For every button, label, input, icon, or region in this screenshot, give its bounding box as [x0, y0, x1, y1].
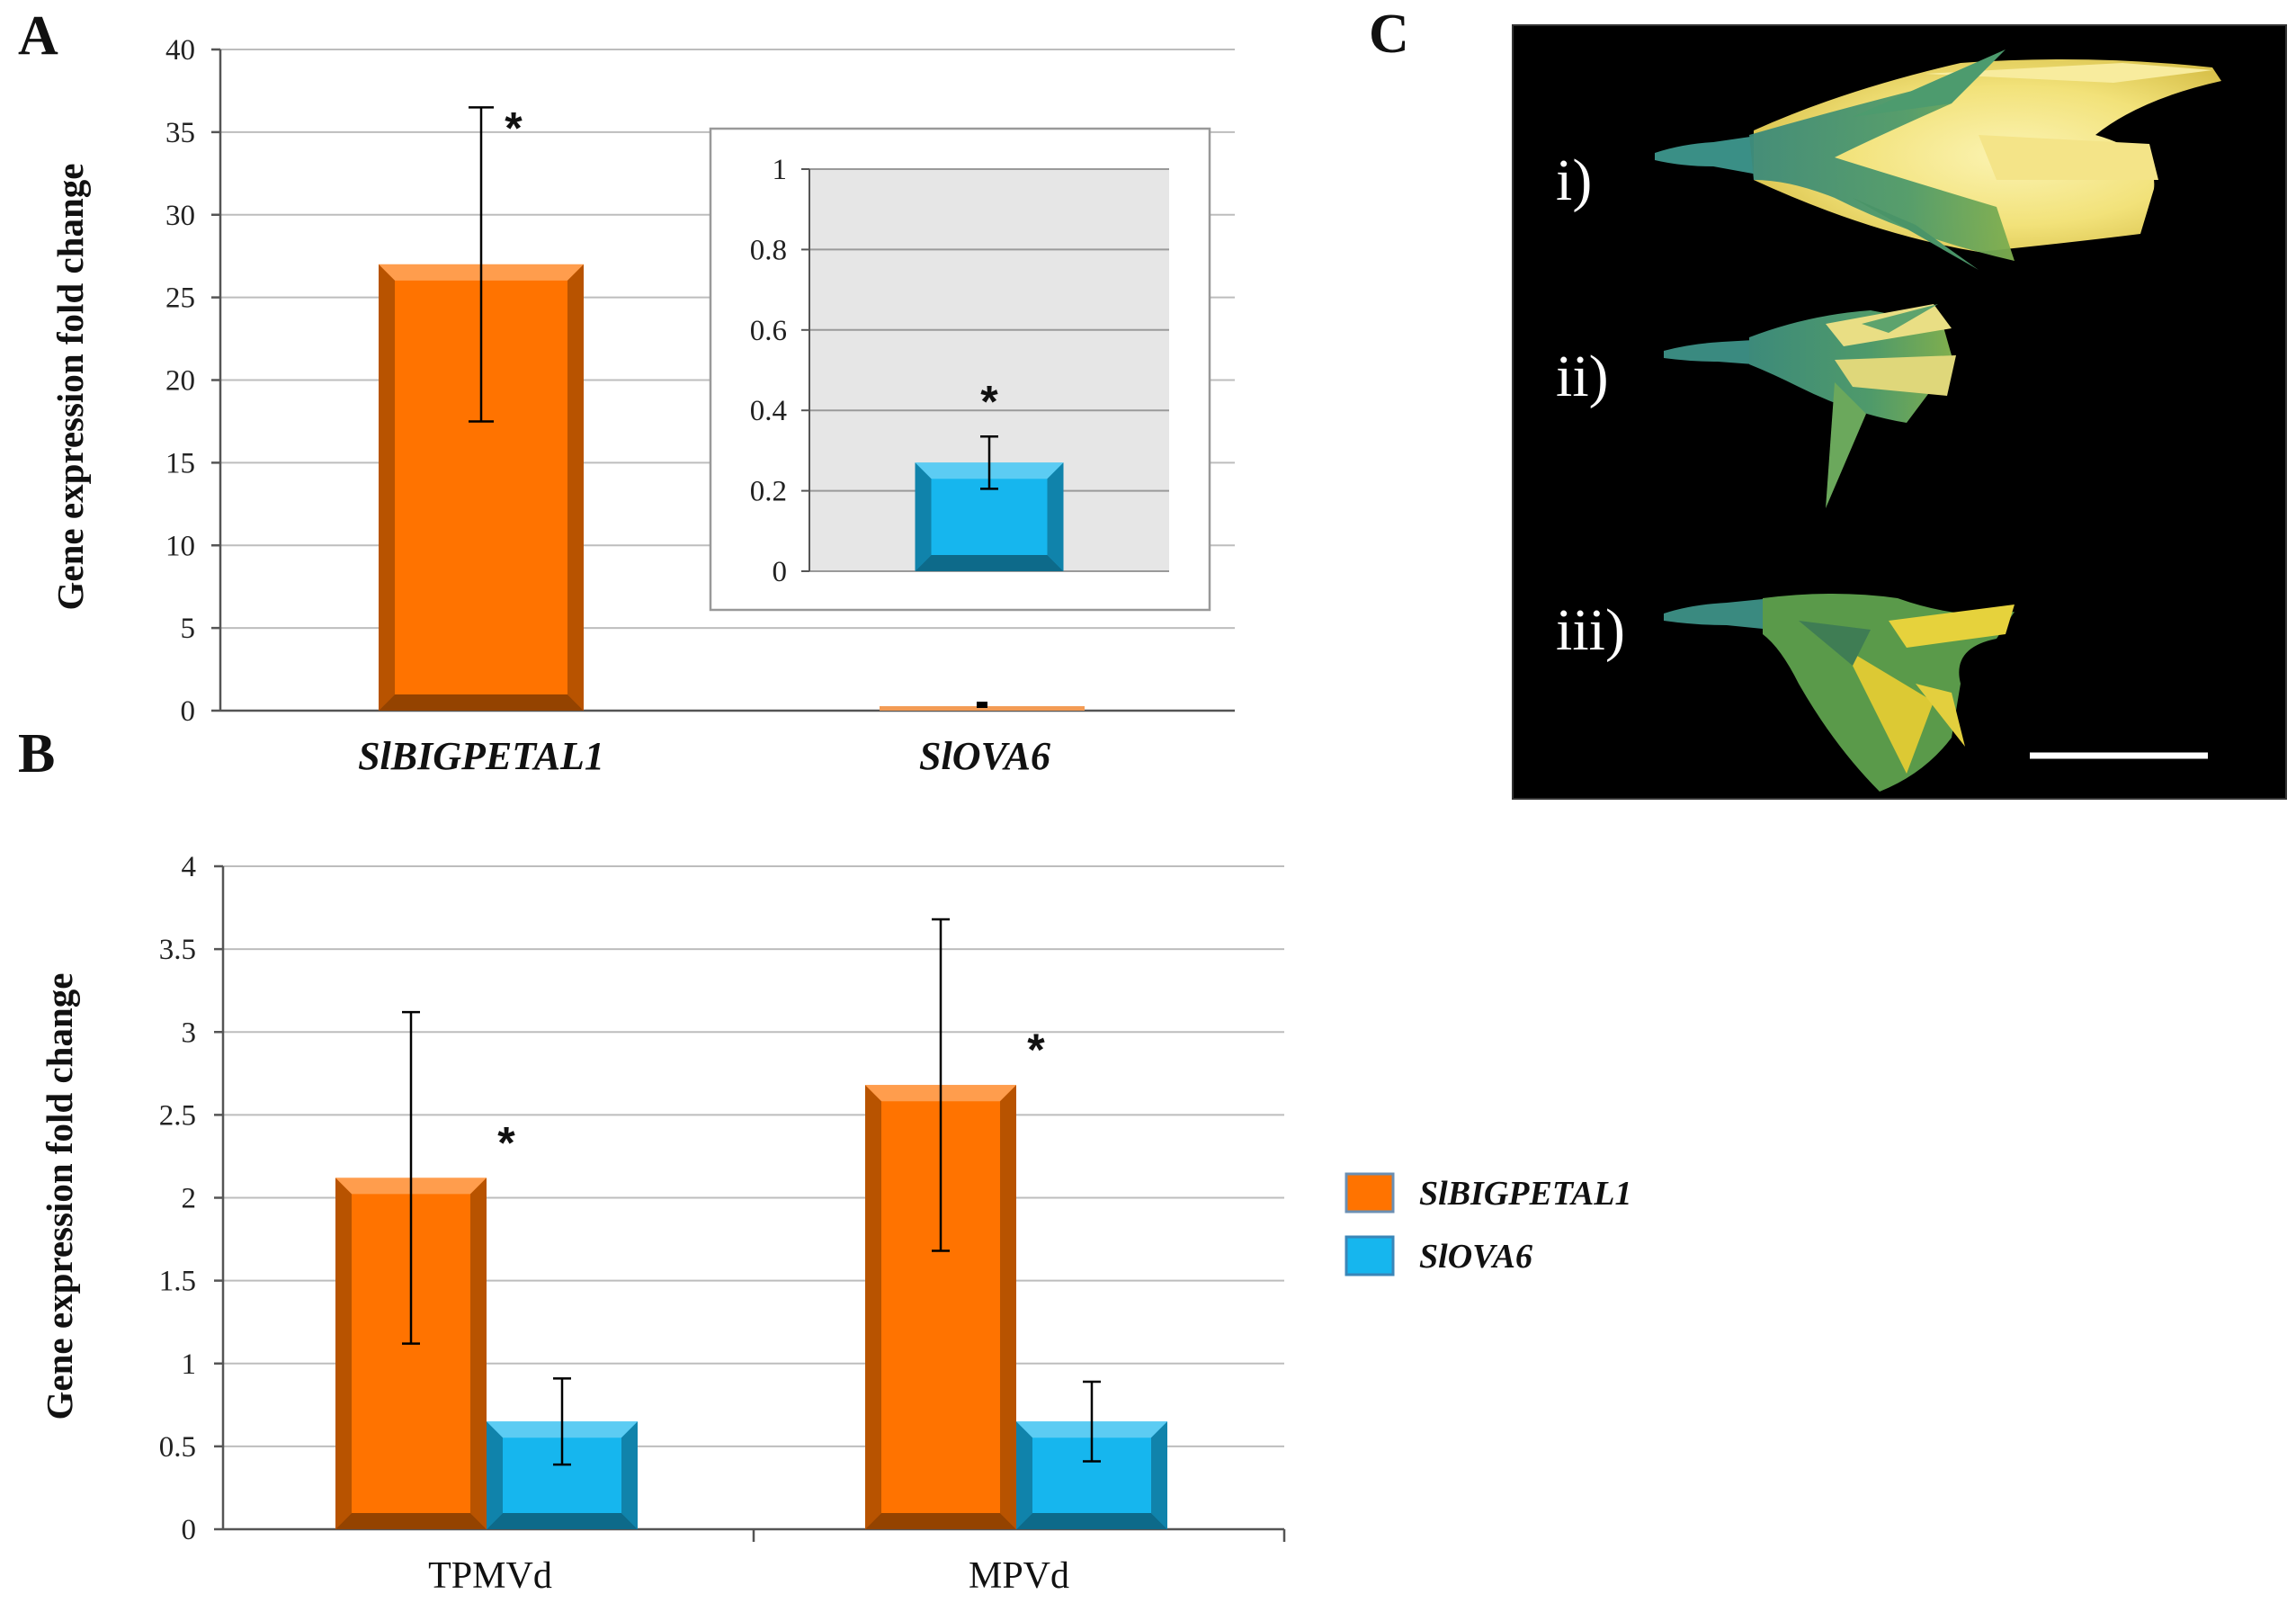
panel-b-tick-label-3: 1.5 — [159, 1266, 196, 1298]
errorbar-a-slbigpetal1 — [469, 106, 494, 423]
flower-label-iii: iii) — [1556, 597, 1625, 663]
legend-swatch-orange — [1345, 1172, 1395, 1213]
bar-b-tpmvd-slbigpetal1-bevel-bottom — [335, 1513, 487, 1529]
panel-a-tick-label-7: 35 — [165, 117, 195, 149]
bar-a-slbigpetal1-bevel-right — [567, 264, 584, 711]
errorbar-b-mpvd-slova6 — [1083, 1380, 1101, 1463]
bar-b-tpmvd-slbigpetal1-bevel-right — [470, 1178, 487, 1529]
inset-tick-label-4: 0.8 — [750, 234, 787, 266]
bar-a-slbigpetal1-bevel-bottom — [379, 694, 584, 711]
panel-c: C — [1369, 4, 2287, 800]
legend-item-slbigpetal1: SlBIGPETAL1 — [1345, 1172, 1632, 1213]
inset-bar-slova6-bevel-right — [1047, 462, 1064, 571]
flower-label-i: i) — [1556, 148, 1592, 213]
panel-b-tick-label-5: 2.5 — [159, 1099, 196, 1132]
bar-b-mpvd-slbigpetal1-bevel-bottom — [865, 1513, 1016, 1529]
panel-b-tick-label-0: 0 — [182, 1514, 197, 1546]
bar-b-mpvd-slbigpetal1-bevel-right — [1000, 1085, 1016, 1529]
bar-b-mpvd-slova6-bevel-bottom — [1016, 1513, 1167, 1529]
bar-b-mpvd-slova6 — [1016, 1421, 1167, 1529]
panel-b-tick-label-7: 3.5 — [159, 934, 196, 966]
panel-a-y-label: Gene expression fold change — [49, 164, 91, 611]
panel-b: B 0 0.5 1 1.5 2 2.5 3 3.5 4 Gene expression fold… — [18, 723, 1632, 1597]
panel-a-tick-label-6: 30 — [165, 200, 195, 232]
inset-bars: * — [915, 376, 1064, 571]
panel-b-tick-label-2: 1 — [182, 1348, 197, 1381]
bar-a-slova6 — [880, 706, 1085, 711]
inset-tick-label-1: 0.2 — [750, 476, 787, 508]
inset-tick-label-2: 0.4 — [750, 395, 787, 427]
errorbar-a-slova6 — [977, 702, 987, 708]
bar-b-tpmvd-slova6-bevel-left — [487, 1421, 503, 1529]
legend-swatch-blue — [1345, 1235, 1395, 1276]
bar-b-tpmvd-slova6-bevel-right — [621, 1421, 638, 1529]
legend-item-slova6: SlOVA6 — [1345, 1235, 1532, 1276]
panel-a-tick-label-0: 0 — [181, 695, 196, 728]
panel-a-category-slova6: SlOVA6 — [919, 734, 1050, 778]
errorbar-b-tpmvd-slbigpetal1 — [402, 1010, 420, 1345]
inset-bar-slova6-bevel-bottom — [915, 555, 1064, 571]
flower-ii-image — [1664, 304, 1956, 508]
bar-b-mpvd-slova6-bevel-left — [1016, 1421, 1032, 1529]
panel-a-tick-label-1: 5 — [181, 613, 196, 645]
flower-i-image — [1655, 49, 2221, 270]
inset-significance-slova6: * — [980, 376, 998, 426]
panel-b-letter: B — [18, 723, 55, 784]
panel-a-tick-label-2: 10 — [165, 530, 195, 562]
panel-a-tick-label-3: 15 — [165, 447, 195, 479]
panel-b-bars: ** — [335, 918, 1167, 1529]
flower-label-ii: ii) — [1556, 344, 1609, 409]
significance-a-slbigpetal1: * — [505, 103, 523, 153]
legend-label-slbigpetal1: SlBIGPETAL1 — [1419, 1175, 1632, 1213]
panel-b-y-label: Gene expression fold change — [39, 973, 80, 1420]
panel-a-tick-label-8: 40 — [165, 34, 195, 67]
inset-errorbar-slova6 — [980, 435, 998, 490]
panel-b-tick-label-8: 4 — [182, 851, 197, 883]
errorbar-b-tpmvd-slova6 — [553, 1377, 571, 1466]
panel-a-tick-label-5: 25 — [165, 282, 195, 315]
panel-b-tick-label-4: 2 — [182, 1183, 197, 1215]
panel-b-tick-label-6: 3 — [182, 1016, 197, 1049]
inset-tick-label-5: 1 — [773, 154, 788, 186]
panel-b-tick-label-1: 0.5 — [159, 1431, 196, 1464]
inset-tick-label-3: 0.6 — [750, 315, 787, 347]
panel-a-tick-label-4: 20 — [165, 365, 195, 398]
bar-a-slbigpetal1-bevel-left — [379, 264, 395, 711]
significance-b-mpvd-slbigpetal1: * — [1027, 1025, 1045, 1075]
panel-b-y-ticks: 0 0.5 1 1.5 2 2.5 3 3.5 4 — [159, 851, 223, 1546]
bar-b-tpmvd-slbigpetal1-bevel-left — [335, 1178, 352, 1529]
panel-a-category-slbigpetal1: SlBIGPETAL1 — [358, 734, 604, 778]
inset-bar-slova6 — [915, 462, 1064, 571]
panel-b-category-tpmvd: TPMVd — [428, 1555, 552, 1597]
panel-b-category-mpvd: MPVd — [969, 1555, 1069, 1597]
legend-label-slova6: SlOVA6 — [1419, 1238, 1532, 1276]
panel-a-letter: A — [18, 5, 58, 67]
panel-a-bars: * — [379, 103, 1085, 711]
panel-b-legend: SlBIGPETAL1 SlOVA6 — [1345, 1172, 1632, 1276]
panel-a-inset: 0 0.2 0.4 0.6 0.8 1 * — [709, 127, 1211, 612]
panel-c-letter: C — [1369, 4, 1409, 65]
inset-tick-label-0: 0 — [773, 556, 788, 588]
bar-b-mpvd-slbigpetal1-bevel-left — [865, 1085, 881, 1529]
bar-b-mpvd-slova6-bevel-right — [1151, 1421, 1167, 1529]
panel-a-y-ticks: 0 5 10 15 20 25 30 35 40 — [165, 34, 220, 728]
flower-photo: i) ii) iii) — [1512, 24, 2287, 800]
bar-b-tpmvd-slova6-bevel-bottom — [487, 1513, 638, 1529]
flower-iii-image — [1664, 594, 2015, 792]
inset-y-ticks: 0 0.2 0.4 0.6 0.8 1 — [750, 154, 809, 588]
inset-bar-slova6-bevel-left — [915, 462, 932, 571]
significance-b-tpmvd-slbigpetal1: * — [497, 1117, 515, 1168]
errorbar-b-mpvd-slbigpetal1 — [932, 918, 950, 1252]
